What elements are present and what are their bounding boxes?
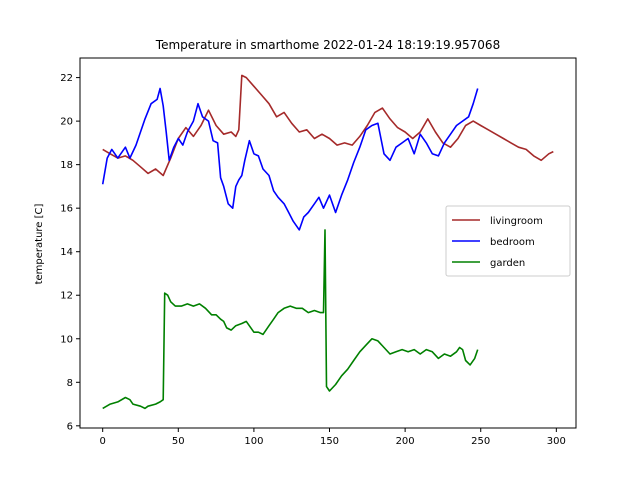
plot-frame <box>79 57 577 429</box>
series-line-garden <box>102 229 479 410</box>
legend: livingroom bedroom garden <box>445 205 571 277</box>
y-tick-label: 18 <box>60 160 73 171</box>
plot-area <box>79 57 577 429</box>
x-tick-label: 200 <box>396 436 415 447</box>
x-tick-label: 300 <box>547 436 566 447</box>
x-axis: 0 50 100 150 200 250 300 <box>99 428 566 447</box>
x-tick-label: 100 <box>244 436 263 447</box>
legend-box <box>445 205 571 277</box>
series-layer <box>101 74 554 410</box>
y-tick-label: 12 <box>60 291 73 302</box>
y-tick-label: 6 <box>67 421 73 432</box>
y-tick-label: 8 <box>67 378 73 389</box>
y-axis: 6 8 10 12 14 16 18 20 22 <box>60 73 80 432</box>
y-tick-label: 14 <box>60 247 73 258</box>
y-tick-label: 22 <box>60 73 73 84</box>
series-line-bedroom <box>101 87 479 231</box>
x-tick-label: 0 <box>99 436 105 447</box>
legend-label-garden: garden <box>490 258 525 269</box>
legend-label-livingroom: livingroom <box>490 216 543 227</box>
y-tick-label: 10 <box>60 334 73 345</box>
x-tick-label: 150 <box>320 436 339 447</box>
y-axis-label: temperature [C] <box>34 203 45 284</box>
chart-title: Temperature in smarthome 2022-01-24 18:1… <box>155 38 500 52</box>
x-tick-label: 50 <box>172 436 185 447</box>
legend-label-bedroom: bedroom <box>490 237 535 248</box>
x-tick-label: 250 <box>471 436 490 447</box>
y-tick-label: 20 <box>60 117 73 128</box>
y-tick-label: 16 <box>60 204 73 215</box>
series-line-livingroom <box>102 74 554 177</box>
